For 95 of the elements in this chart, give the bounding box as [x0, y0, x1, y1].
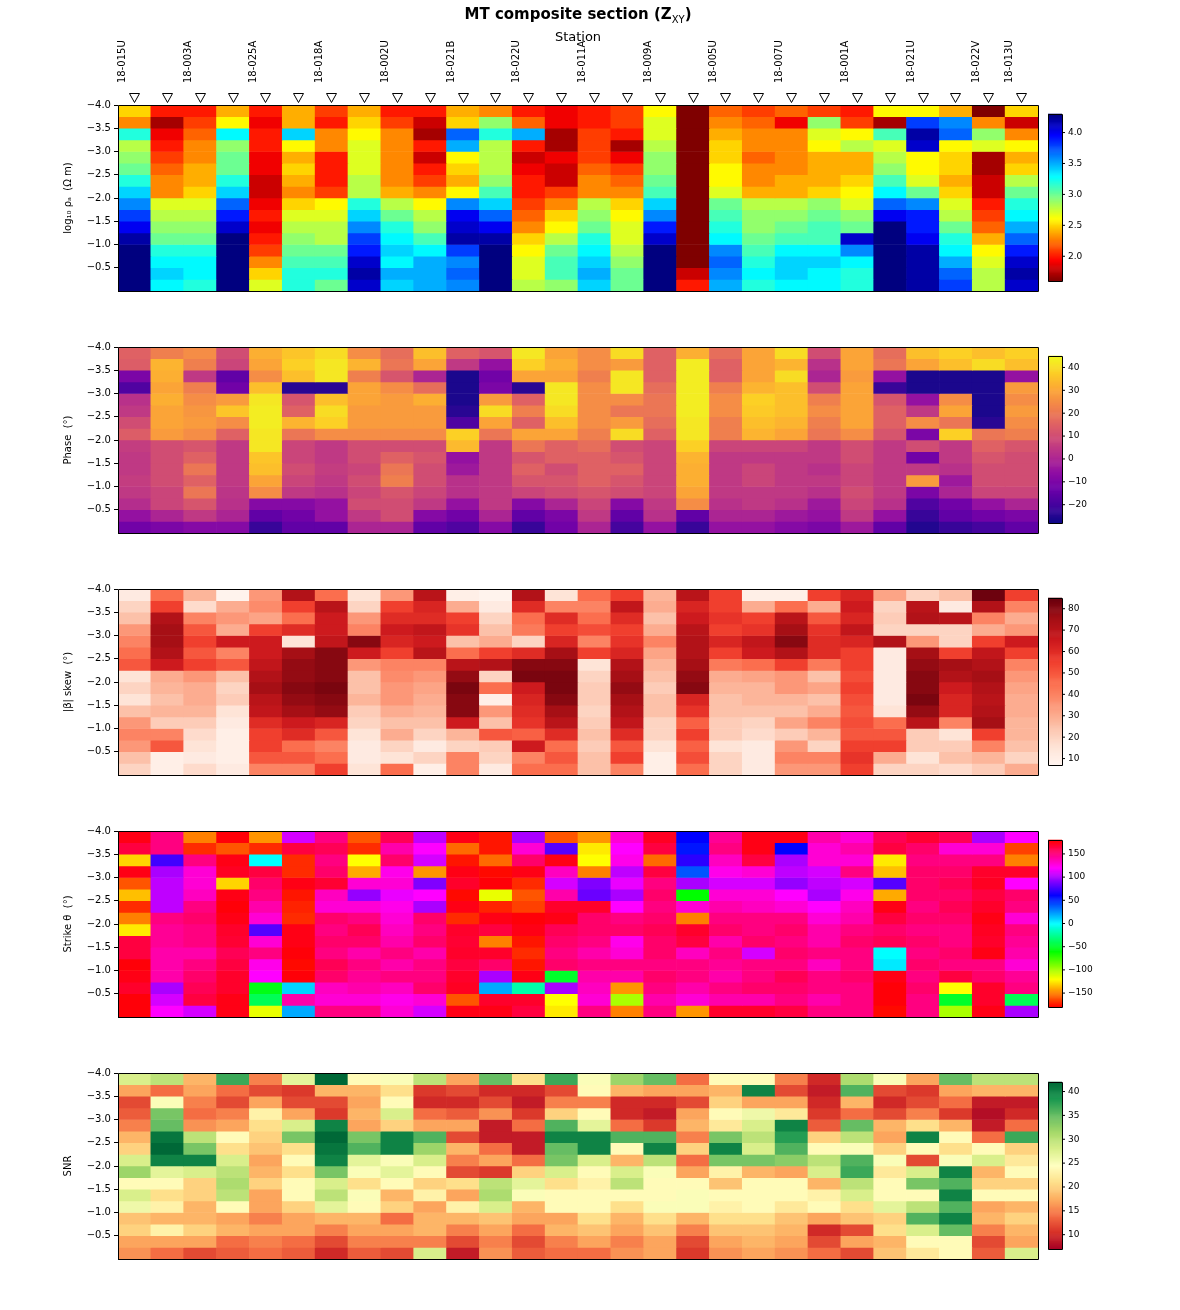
y-tick-label: −1.0	[86, 238, 111, 250]
y-tick-label: −2.5	[86, 410, 111, 422]
y-tick-label: −4.0	[86, 1066, 111, 1078]
x-tick-label: 18-002U	[378, 40, 390, 83]
y-axis-title: Phase (°)	[61, 415, 73, 465]
y-tick-label: −2.0	[86, 675, 111, 687]
y-tick-label: −3.5	[86, 605, 111, 617]
color-bar-label: 4.0	[1068, 126, 1083, 137]
y-tick-label: −2.0	[86, 917, 111, 929]
x-tick-label: 18-025A	[247, 40, 259, 83]
y-tick-label: −0.5	[86, 987, 111, 999]
color-bar-label: −150	[1068, 987, 1093, 998]
x-tick-label: 18-007U	[773, 40, 785, 83]
color-bar-label: 100	[1068, 871, 1086, 882]
y-tick-label: −3.0	[86, 387, 111, 399]
y-axis-title: SNR	[61, 1155, 73, 1177]
y-tick-label: −0.5	[86, 745, 111, 757]
color-bar-label: 0	[1068, 917, 1074, 928]
y-tick-label: −3.5	[86, 1089, 111, 1101]
y-axis-title: log₁₀ ρₐ (Ω m)	[61, 162, 73, 234]
y-tick-label: −3.5	[86, 847, 111, 859]
color-bar-label: 2.0	[1068, 250, 1083, 261]
y-tick-label: −1.5	[86, 698, 111, 710]
color-bar-label: 30	[1068, 710, 1080, 721]
color-bar-label: 35	[1068, 1109, 1080, 1120]
y-tick-label: −0.5	[86, 503, 111, 515]
y-tick-label: −3.0	[86, 1113, 111, 1125]
y-tick-label: −1.5	[86, 940, 111, 952]
x-tick-label: 18-005U	[707, 40, 719, 83]
color-bar-label: 3.5	[1068, 157, 1083, 168]
color-bar-label: 80	[1068, 603, 1080, 614]
y-tick-label: −2.5	[86, 1136, 111, 1148]
x-tick-label: 18-018A	[313, 40, 325, 83]
x-tick-label: 18-001A	[838, 40, 850, 83]
color-bar-label: 10	[1068, 752, 1080, 763]
color-bar-label: −10	[1068, 476, 1088, 487]
color-bar-label: 3.0	[1068, 188, 1083, 199]
color-bar-label: 40	[1068, 688, 1080, 699]
y-tick-label: −1.0	[86, 964, 111, 976]
x-tick-label: 18-009A	[641, 40, 653, 83]
y-tick-label: −2.5	[86, 168, 111, 180]
color-bar-label: 20	[1068, 731, 1080, 742]
color-bar-label: 60	[1068, 645, 1080, 656]
color-bar-label: −50	[1068, 941, 1088, 952]
color-bar-label: −100	[1068, 964, 1093, 975]
color-bar-label: 50	[1068, 667, 1080, 678]
color-bar-label: 10	[1068, 1229, 1080, 1240]
color-bar-label: 30	[1068, 1133, 1080, 1144]
color-bar-label: 2.5	[1068, 219, 1083, 230]
x-tick-label: 18-015U	[116, 40, 128, 83]
y-tick-label: −1.5	[86, 1182, 111, 1194]
y-tick-label: −4.0	[86, 98, 111, 110]
y-tick-label: −3.0	[86, 871, 111, 883]
y-axis-title: Strike θ (°)	[61, 895, 73, 953]
y-tick-label: −1.0	[86, 1206, 111, 1218]
y-tick-label: −2.0	[86, 1159, 111, 1171]
y-tick-label: −2.5	[86, 652, 111, 664]
y-tick-label: −3.0	[86, 629, 111, 641]
color-bar-label: 15	[1068, 1205, 1080, 1216]
color-bar-label: 40	[1068, 361, 1080, 372]
y-axis-title: |β| skew (°)	[61, 651, 74, 713]
y-tick-label: −4.0	[86, 582, 111, 594]
x-tick-label: 18-011A	[576, 40, 588, 83]
y-tick-label: −1.0	[86, 480, 111, 492]
y-tick-label: −1.5	[86, 456, 111, 468]
y-tick-label: −3.0	[86, 145, 111, 157]
x-tick-label: 18-021U	[904, 40, 916, 83]
color-bar-label: 25	[1068, 1157, 1080, 1168]
x-tick-label: 18-003A	[181, 40, 193, 83]
y-tick-label: −4.0	[86, 824, 111, 836]
y-tick-label: −3.5	[86, 121, 111, 133]
y-tick-label: −2.0	[86, 191, 111, 203]
color-bar-label: −20	[1068, 499, 1088, 510]
color-bar-label: 10	[1068, 430, 1080, 441]
color-bar-label: 0	[1068, 453, 1074, 464]
x-tick-label: 18-022V	[970, 40, 982, 83]
x-tick-label: 18-013U	[1003, 40, 1015, 83]
chart-title: MT composite section (Z$_{XY}$)	[463, 4, 693, 27]
y-tick-label: −4.0	[86, 340, 111, 352]
color-bar-label: 30	[1068, 384, 1080, 395]
y-tick-label: −1.0	[86, 722, 111, 734]
y-tick-label: −2.0	[86, 433, 111, 445]
y-tick-label: −2.5	[86, 894, 111, 906]
x-tick-label: 18-021B	[444, 40, 456, 83]
x-tick-label: 18-022U	[510, 40, 522, 83]
color-bar-label: 70	[1068, 624, 1080, 635]
y-tick-label: −1.5	[86, 214, 111, 226]
y-tick-label: −0.5	[86, 1229, 111, 1241]
color-bar-label: 20	[1068, 1181, 1080, 1192]
y-tick-label: −0.5	[86, 261, 111, 273]
color-bar-label: 40	[1068, 1085, 1080, 1096]
color-bar-label: 50	[1068, 894, 1080, 905]
color-bar-label: 150	[1068, 848, 1086, 859]
color-bar-label: 20	[1068, 407, 1080, 418]
y-tick-label: −3.5	[86, 363, 111, 375]
